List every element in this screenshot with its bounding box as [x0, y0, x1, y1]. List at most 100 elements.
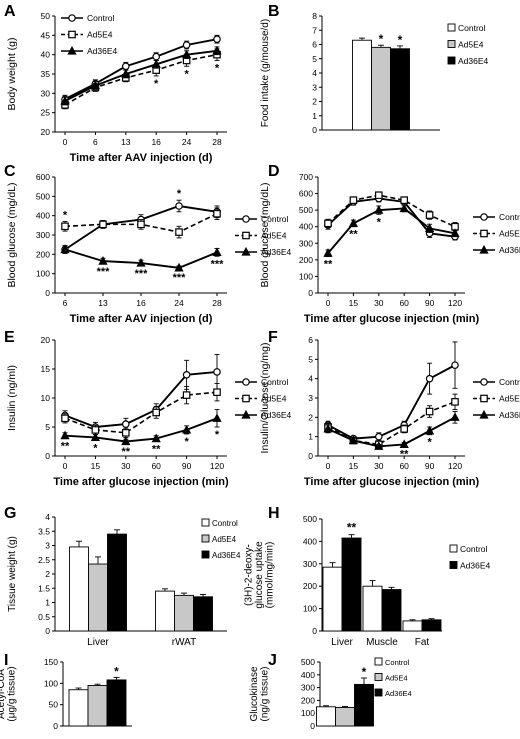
- x-tick-label: 120: [210, 461, 224, 471]
- x-tick-label: 24: [174, 298, 184, 308]
- data-point: [324, 219, 332, 228]
- series-ad5e4: [324, 393, 459, 449]
- y-axis-label: Insulin/Glucose (ng/mg): [259, 343, 271, 454]
- x-tick-label: 0: [326, 461, 331, 471]
- legend-marker: [479, 244, 489, 254]
- significance-marker: **: [347, 521, 357, 535]
- series-line: [64, 38, 218, 100]
- data-point: [60, 244, 70, 254]
- y-tick-label: 0: [45, 451, 50, 461]
- y-tick-label: 400: [301, 670, 315, 680]
- data-point: [451, 398, 459, 406]
- data-point: [425, 223, 435, 232]
- legend-swatch: [449, 561, 458, 569]
- data-point: [374, 205, 384, 214]
- y-tick-label: 0: [45, 626, 50, 636]
- legend-marker: [480, 378, 488, 386]
- significance-marker: *: [377, 216, 382, 228]
- panel-label-E: E: [4, 329, 15, 346]
- y-tick-label: 2: [45, 569, 50, 579]
- x-tick-label: 0: [63, 461, 68, 471]
- y-tick-label: 50: [41, 11, 51, 21]
- y-tick-label: 0: [308, 288, 313, 298]
- legend: Control Ad5E4 Ad36E4: [235, 377, 292, 420]
- significance-marker: ***: [135, 268, 149, 280]
- series-ad36e4: [60, 244, 222, 272]
- data-point: [374, 191, 383, 200]
- data-point: [425, 407, 434, 416]
- data-point: [136, 257, 146, 267]
- series-ad36e4: [60, 45, 222, 106]
- bar-control: [322, 562, 343, 632]
- data-point: [61, 222, 69, 231]
- x-tick-label: Liver: [87, 637, 109, 648]
- x-axis-label: Time after glucose injection (min): [304, 313, 480, 325]
- legend-label: Ad5E4: [212, 535, 237, 544]
- legend-label: Ad36E4: [460, 561, 491, 571]
- bar-ad36e4: [106, 676, 127, 727]
- legend-label: Ad36E4: [385, 689, 412, 698]
- data-point: [375, 432, 383, 441]
- data-point: [90, 80, 100, 90]
- series-line: [64, 49, 218, 102]
- legend: Control Ad5E4 Ad36E4: [61, 13, 118, 56]
- legend-label: Ad36E4: [458, 56, 489, 66]
- panel-J: 0 100 200 300 400 500 Glucokinase (ng/g tissue)…: [249, 657, 412, 731]
- data-point: [213, 209, 221, 218]
- significance-marker: ***: [97, 266, 111, 278]
- series-ad36e4: [60, 409, 222, 446]
- data-point: [98, 256, 108, 265]
- bar: [68, 689, 89, 727]
- bar: [354, 683, 374, 727]
- data-point: [213, 388, 221, 397]
- y-tick-label: 4: [45, 512, 50, 522]
- y-tick-label: 100: [303, 604, 317, 614]
- data-point: [152, 52, 161, 61]
- bar-ad36e4: [390, 45, 410, 131]
- bar: [174, 594, 194, 632]
- y-tick-label: 600: [299, 189, 313, 199]
- legend-marker: [242, 394, 250, 403]
- y-tick-label: 1: [45, 598, 50, 608]
- x-tick-label: 13: [121, 137, 131, 147]
- legend-marker: [242, 215, 250, 223]
- bar: [87, 685, 108, 727]
- legend-marker: [241, 409, 251, 419]
- y-axis-label: (ng/g tissue): [259, 666, 270, 721]
- data-point: [90, 432, 100, 442]
- y-tick-label: 500: [303, 514, 317, 524]
- legend-label: Ad36E4: [212, 551, 241, 560]
- y-tick-label: 0: [45, 288, 50, 298]
- legend-label: Control: [460, 544, 488, 554]
- series-ad36e4: [323, 203, 460, 257]
- legend-marker: [480, 229, 488, 238]
- data-point: [151, 433, 161, 443]
- bar: [381, 589, 402, 632]
- bar-ad36e4: [341, 534, 362, 632]
- data-point: [213, 35, 221, 44]
- y-tick-label: 3: [45, 541, 50, 551]
- legend-label: Control: [499, 377, 520, 387]
- legend-marker: [480, 394, 488, 403]
- legend-swatch: [201, 550, 210, 559]
- y-tick-label: 500: [301, 657, 315, 667]
- series-line: [327, 197, 456, 238]
- y-axis-label: Body weight (g): [6, 38, 18, 111]
- legend-marker: [68, 30, 76, 39]
- panel-A: 20 25 30 35 40 45 50 0 6 13 16 24 28 Time after AAV i…: [6, 11, 227, 164]
- y-tick-label: 35: [41, 69, 51, 79]
- x-tick-label: 0: [63, 137, 68, 147]
- panel-label-J: J: [268, 652, 277, 669]
- x-axis-label: Time after glucose injection (min): [53, 476, 229, 488]
- panel-label-I: I: [4, 652, 8, 669]
- significance-marker: *: [215, 62, 220, 74]
- bar: [362, 585, 383, 632]
- legend: Control Ad5E4 Ad36E4: [374, 657, 412, 698]
- panel-G: 0 0.5 1 1.5 2 2.5 3 3.5 4 Tissue weight (g) Liver r…: [7, 512, 241, 648]
- y-tick-label: 400: [36, 211, 50, 221]
- y-tick-label: 0: [310, 721, 315, 731]
- bar: [193, 596, 213, 632]
- x-axis-label: Time after glucose injection (min): [304, 476, 480, 488]
- x-tick-label: 60: [399, 461, 409, 471]
